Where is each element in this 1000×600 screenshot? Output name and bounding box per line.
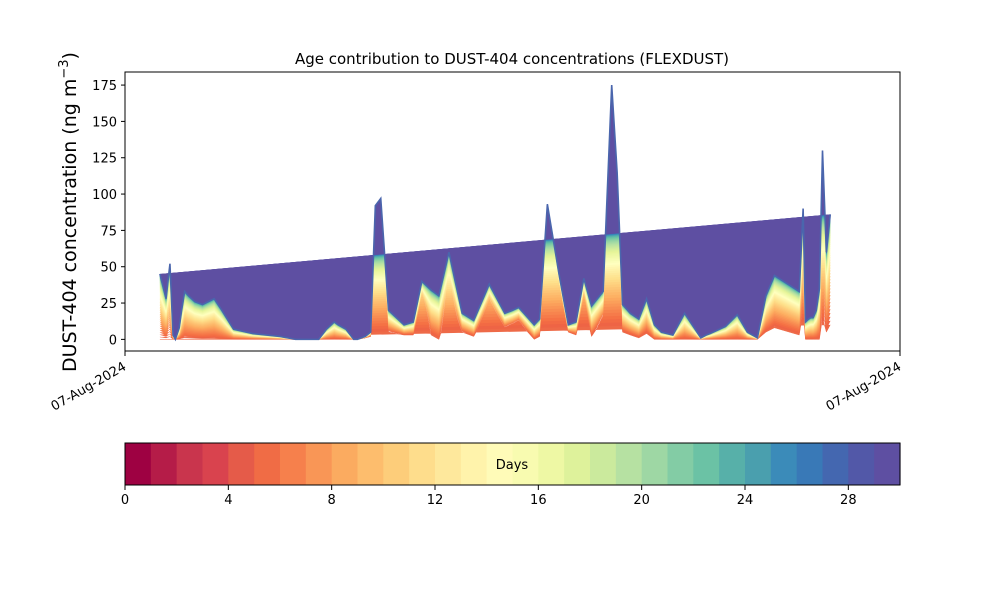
- colorbar-bin: [125, 443, 152, 485]
- colorbar-tick-label: 28: [840, 493, 857, 508]
- colorbar-bin: [512, 443, 539, 485]
- colorbar: Days 0 4 8 12 16 20 24 28: [121, 442, 901, 508]
- colorbar-bin: [796, 443, 824, 485]
- colorbar-bin: [486, 443, 514, 485]
- x-tick-label: 07-Aug-2024: [824, 359, 904, 414]
- colorbar-bin: [280, 443, 307, 485]
- colorbar-bin: [538, 443, 565, 485]
- y-axis-label-text: DUST-404 concentration (ng m: [59, 79, 81, 372]
- colorbar-frame: [124, 442, 901, 486]
- total-line: [159, 85, 832, 342]
- y-tick-label: 0: [109, 333, 117, 348]
- colorbar-bin: [176, 443, 204, 485]
- colorbar-bin: [615, 443, 643, 485]
- colorbar-bin: [383, 443, 410, 485]
- chart-title: Age contribution to DUST-404 concentrati…: [295, 50, 729, 68]
- y-tick-label: 50: [100, 261, 117, 276]
- colorbar-label: Days: [496, 458, 529, 473]
- colorbar-bin: [202, 443, 229, 485]
- colorbar-bin: [409, 443, 436, 485]
- plot-frame: [124, 71, 901, 352]
- y-axis: 0 25 50 75 100 125 150 175: [92, 79, 125, 348]
- y-axis-label-superscript: −3: [57, 59, 72, 78]
- colorbar-bin: [667, 443, 694, 485]
- colorbar-tick-label: 24: [737, 493, 754, 508]
- colorbar-bin: [305, 443, 333, 485]
- stacked-areas: [159, 85, 832, 342]
- colorbar-tick-label: 20: [633, 493, 650, 508]
- colorbar-bin: [693, 443, 720, 485]
- x-axis: 07-Aug-2024 07-Aug-2024: [49, 351, 904, 415]
- colorbar-bin: [719, 443, 746, 485]
- colorbar-bin: [435, 443, 462, 485]
- colorbar-bin: [848, 443, 875, 485]
- colorbar-tick-label: 16: [530, 493, 547, 508]
- y-tick-label: 175: [92, 79, 117, 94]
- colorbar-bin: [590, 443, 617, 485]
- colorbar-bin: [357, 443, 384, 485]
- y-tick-label: 25: [100, 297, 117, 312]
- colorbar-tick-label: 4: [224, 493, 232, 508]
- colorbar-bin: [745, 443, 772, 485]
- colorbar-bins: [125, 443, 901, 485]
- colorbar-ticks: 0 4 8 12 16 20 24 28: [121, 485, 857, 508]
- colorbar-bin: [564, 443, 591, 485]
- y-tick-label: 150: [92, 115, 117, 130]
- colorbar-bin: [822, 443, 849, 485]
- colorbar-bin: [228, 443, 255, 485]
- colorbar-bin: [150, 443, 178, 485]
- colorbar-tick-label: 0: [121, 493, 129, 508]
- colorbar-bin: [770, 443, 798, 485]
- y-axis-label-close: ): [59, 52, 81, 59]
- colorbar-bin: [254, 443, 281, 485]
- plot-area: [124, 71, 901, 352]
- y-tick-label: 100: [92, 188, 117, 203]
- colorbar-tick-label: 12: [427, 493, 444, 508]
- y-tick-label: 125: [92, 152, 117, 167]
- y-axis-label: DUST-404 concentration (ng m−3): [57, 52, 81, 372]
- colorbar-bin: [460, 443, 488, 485]
- y-tick-label: 75: [100, 224, 117, 239]
- colorbar-bin: [874, 443, 901, 485]
- colorbar-bin: [641, 443, 669, 485]
- colorbar-bin: [331, 443, 359, 485]
- colorbar-tick-label: 8: [328, 493, 336, 508]
